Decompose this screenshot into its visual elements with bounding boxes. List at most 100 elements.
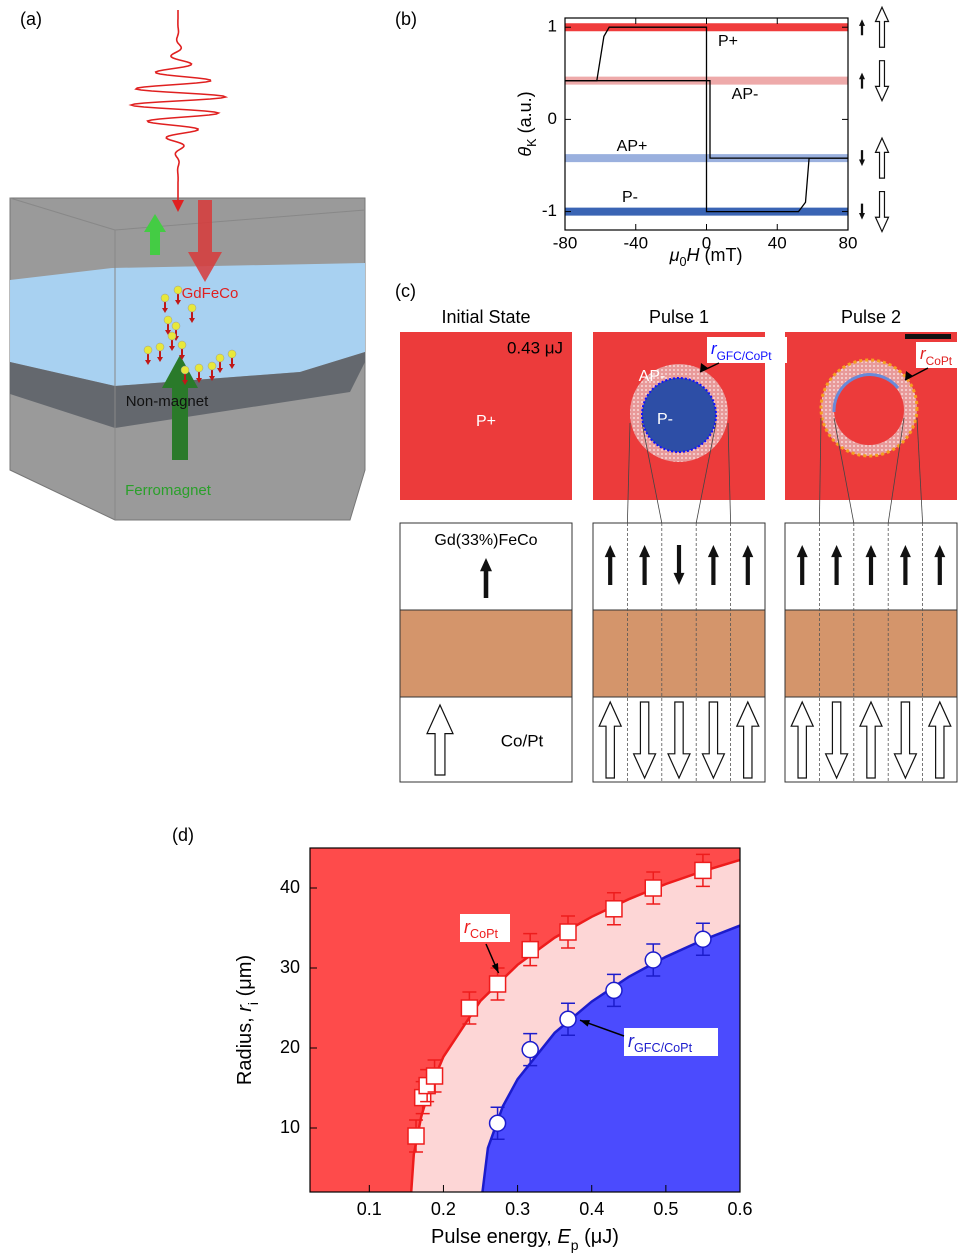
electron [171, 321, 181, 331]
marker [694, 861, 712, 880]
layer-label: GdFeCo [182, 285, 239, 302]
spin-head [229, 364, 235, 369]
level-label: AP+ [617, 138, 648, 155]
marker [425, 1067, 444, 1085]
electron [143, 345, 153, 355]
spin-head [175, 300, 181, 305]
x-tick-label: 0.6 [727, 1199, 752, 1219]
marker [521, 940, 539, 959]
x-axis-label-part: p [571, 1237, 579, 1253]
hollow-arrow [667, 701, 691, 780]
marker [644, 879, 663, 897]
red-arrow [188, 200, 222, 282]
hollow-arrow [874, 5, 890, 48]
x-tick-label: 0.4 [579, 1199, 604, 1219]
hollow-arrow [874, 190, 890, 234]
label-box [460, 914, 510, 942]
pointer-head [580, 1020, 590, 1027]
connector [916, 417, 923, 524]
series-label-part: r [464, 917, 471, 937]
y-axis-label: θK (a.u.) [515, 91, 540, 156]
electron [227, 349, 237, 359]
series-label-part: GFC/CoPt [634, 1041, 693, 1055]
electrons [143, 285, 237, 385]
electron [163, 315, 173, 325]
series-label-part: CoPt [470, 927, 498, 941]
plot-frame [309, 847, 741, 1193]
electron [155, 342, 165, 352]
x-tick-label: -40 [623, 233, 648, 252]
hollow-arrow [632, 701, 657, 780]
connector [727, 422, 731, 524]
green-arrow [162, 355, 198, 460]
layer-label: Non-magnet [126, 393, 209, 410]
x-axis-label: Pulse energy, Ep (μJ) [431, 1226, 619, 1252]
x-axis-label-part: E [557, 1226, 571, 1248]
marker [460, 999, 479, 1017]
y-axis-label-part: i [245, 1002, 261, 1005]
pointer-head [491, 963, 499, 973]
hollow-arrow [927, 700, 952, 779]
y-tick-label: -1 [542, 201, 557, 220]
column-title: Initial State [441, 307, 530, 327]
y-axis-label-part: θ [515, 147, 535, 157]
radius-label: rGFC/CoPt [711, 339, 772, 363]
marker [559, 1010, 577, 1028]
spin-head [217, 368, 223, 373]
spin-head [162, 308, 168, 313]
x-tick-label: 0 [702, 233, 711, 252]
electron [207, 361, 217, 371]
y-tick-label: 0 [548, 109, 557, 128]
panel-label: (d) [172, 825, 194, 845]
solid-arrow [673, 545, 685, 585]
connector [627, 422, 631, 524]
marker [605, 900, 623, 918]
solid-arrow [899, 545, 911, 585]
pointer-head [700, 363, 708, 372]
x-axis-label-part: H [686, 245, 700, 265]
y-axis-label-part: K [525, 138, 539, 147]
spin-head [169, 346, 175, 351]
marker [605, 981, 623, 1000]
level-label: P+ [718, 33, 738, 50]
x-axis-label-part: μ [669, 245, 680, 265]
loop-line [565, 26, 848, 213]
spin-head [209, 376, 215, 381]
solid-arrow [796, 545, 808, 585]
hollow-arrow [790, 700, 815, 779]
layer-label: Co/Pt [501, 731, 544, 750]
y-tick-label: 30 [280, 957, 300, 977]
electron [160, 293, 170, 303]
state-label: P+ [476, 413, 496, 430]
wave-head [172, 200, 184, 212]
y-axis-label: Radius, ri (μm) [234, 955, 260, 1085]
x-axis-label-part: Pulse energy, [431, 1226, 557, 1248]
x-tick-label: 0.3 [505, 1199, 530, 1219]
electron [194, 363, 204, 373]
scale-bar [905, 334, 951, 339]
panel-label: (a) [20, 9, 42, 29]
marker [644, 951, 663, 969]
solid-arrow [604, 545, 616, 585]
spin-head [196, 378, 202, 383]
solid-arrow [865, 545, 877, 585]
connector [833, 417, 855, 524]
x-axis-label-part: 0 [679, 255, 686, 269]
hollow-arrow [701, 701, 726, 780]
copt-layer [399, 696, 573, 783]
label-box [916, 342, 958, 368]
green-arrow [144, 214, 166, 255]
y-axis-label-part: (μm) [234, 955, 256, 1002]
solid-arrow [831, 545, 843, 585]
spin-head [189, 318, 195, 323]
y-tick-label: 10 [280, 1117, 300, 1137]
solid-arrow [480, 558, 492, 598]
solid-arrow [707, 545, 719, 585]
radius-label: rCoPt [920, 344, 953, 368]
marker [521, 1040, 539, 1059]
level-label: P- [622, 189, 638, 206]
solid-arrow [742, 545, 754, 585]
electron [177, 340, 187, 350]
solid-arrow [859, 150, 865, 167]
